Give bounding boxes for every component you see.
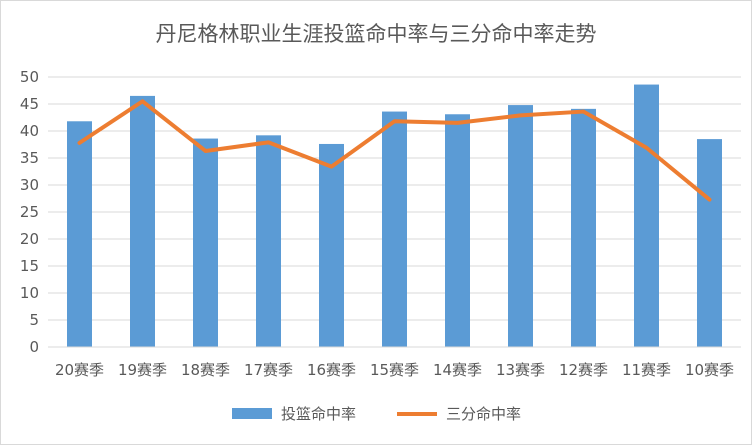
x-tick-label: 10赛季 — [685, 361, 734, 379]
bar — [319, 143, 344, 347]
chart-title: 丹尼格林职业生涯投篮命中率与三分命中率走势 — [156, 22, 597, 46]
bar — [256, 135, 281, 347]
line-point — [79, 142, 80, 144]
line-point — [709, 199, 710, 201]
legend-swatch-bar — [232, 408, 272, 419]
x-tick-label: 18赛季 — [181, 361, 230, 379]
y-axis: 0 5 10 15 20 25 30 35 40 45 50 — [20, 68, 39, 356]
bar — [508, 105, 533, 347]
line-point — [457, 122, 458, 124]
bar — [67, 121, 92, 347]
x-tick-label: 15赛季 — [370, 361, 419, 379]
x-tick-label: 17赛季 — [244, 361, 293, 379]
bar — [571, 108, 596, 347]
line-point — [268, 141, 269, 143]
bar — [445, 114, 470, 347]
line-point — [331, 166, 332, 168]
line-point — [394, 120, 395, 122]
x-tick-label: 19赛季 — [118, 361, 167, 379]
y-tick-label: 35 — [20, 149, 39, 167]
x-tick-label: 13赛季 — [496, 361, 545, 379]
bar — [697, 139, 722, 347]
y-tick-label: 40 — [20, 122, 39, 140]
legend-label-line: 三分命中率 — [446, 405, 521, 423]
bar — [634, 84, 659, 347]
y-tick-label: 15 — [20, 257, 39, 275]
line-point — [142, 100, 143, 102]
bar — [130, 95, 155, 348]
y-tick-label: 10 — [20, 284, 39, 302]
bar — [382, 111, 407, 347]
bar-series — [67, 84, 722, 348]
x-tick-label: 16赛季 — [307, 361, 356, 379]
line-point — [583, 111, 584, 113]
y-tick-label: 5 — [29, 311, 39, 329]
x-tick-label: 11赛季 — [622, 361, 671, 379]
line-point — [520, 114, 521, 116]
bar — [193, 138, 218, 347]
line-point — [205, 150, 206, 152]
x-axis: 20赛季 19赛季 18赛季 17赛季 16赛季 15赛季 14赛季 13赛季 12赛季 11赛季… — [48, 346, 741, 379]
x-tick-label: 20赛季 — [55, 361, 104, 379]
y-tick-label: 20 — [20, 230, 39, 248]
line-point — [646, 147, 647, 149]
y-tick-label: 25 — [20, 203, 39, 221]
y-tick-label: 0 — [29, 338, 39, 356]
legend: 投篮命中率 三分命中率 — [232, 405, 521, 423]
x-tick-label: 14赛季 — [433, 361, 482, 379]
y-tick-label: 30 — [20, 176, 39, 194]
line-series — [77, 99, 712, 202]
y-tick-label: 50 — [20, 68, 39, 86]
legend-label-bar: 投篮命中率 — [281, 405, 356, 423]
x-tick-label: 12赛季 — [559, 361, 608, 379]
y-tick-label: 45 — [20, 95, 39, 113]
